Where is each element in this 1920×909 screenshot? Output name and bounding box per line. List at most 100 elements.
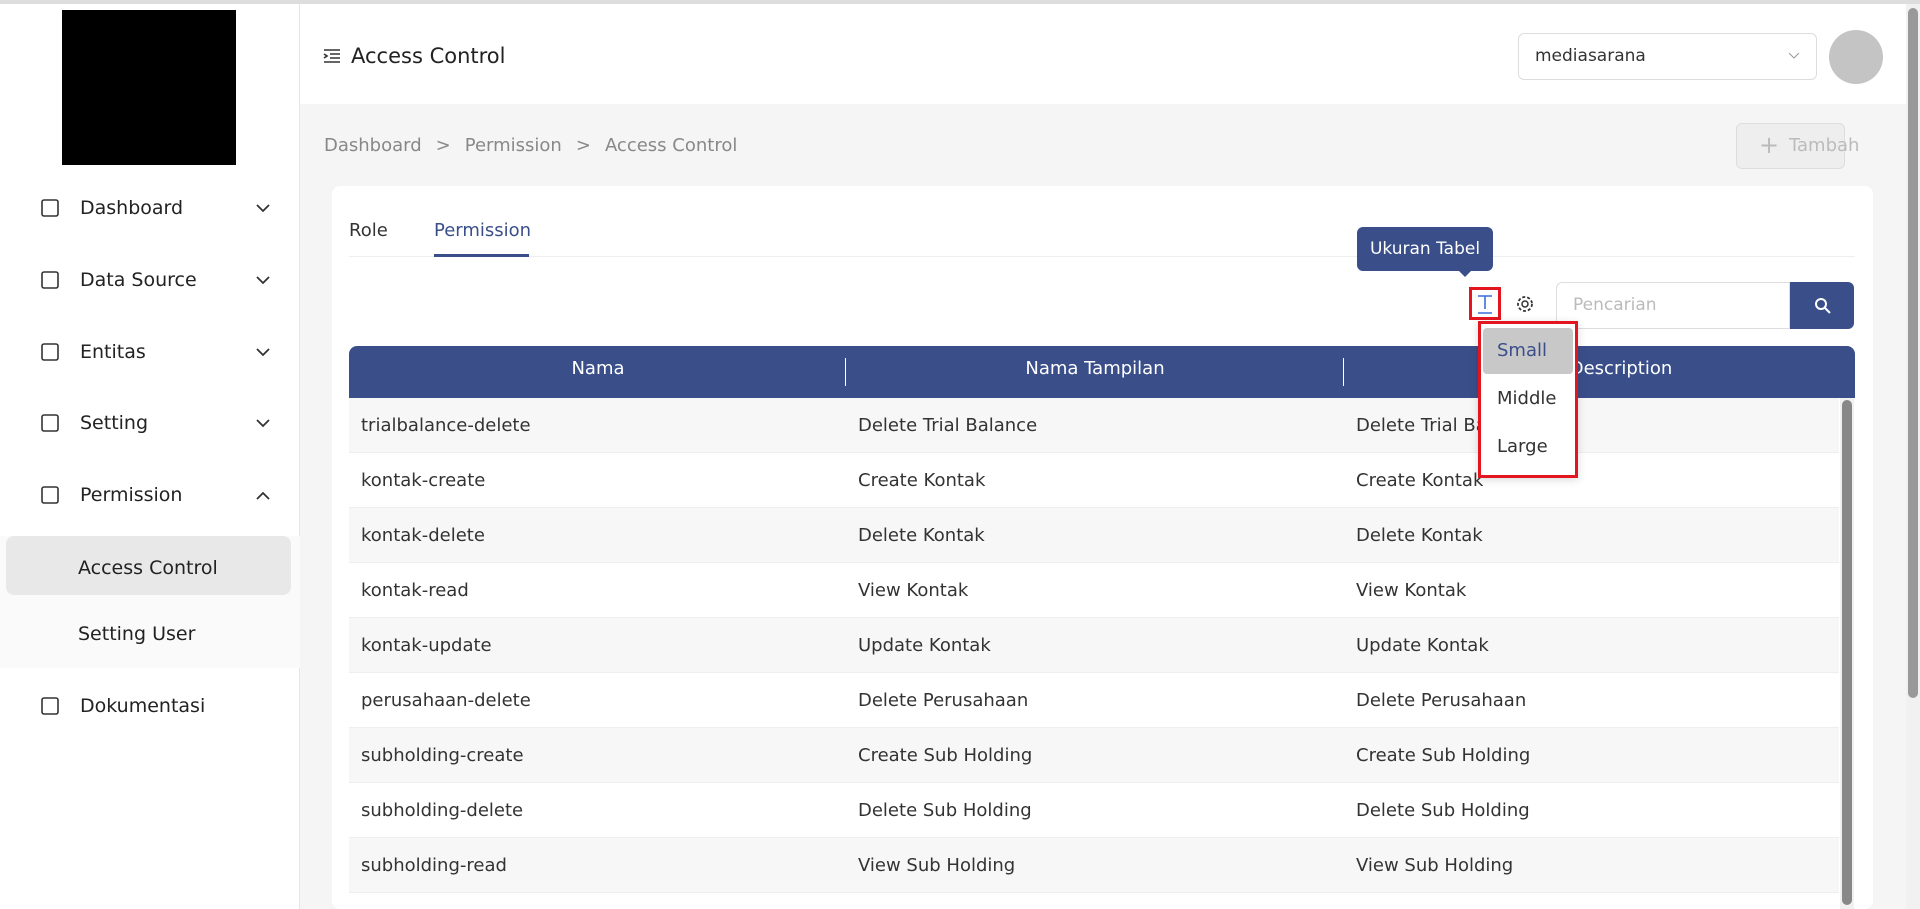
table-cell: Delete Perusahaan [858, 690, 1029, 711]
menu-label: Dashboard [80, 197, 184, 219]
menu-icon [41, 271, 59, 289]
tooltip-arrow [1458, 270, 1472, 284]
table-row: subholding-read View Sub Holding View Sub … [349, 838, 1839, 893]
page-title: Access Control [351, 44, 506, 68]
breadcrumb-item[interactable]: Access Control [604, 135, 738, 156]
table-cell: Delete Kontak [858, 525, 985, 546]
tab[interactable]: Role [349, 220, 388, 241]
table-cell: Update Kontak [1356, 635, 1489, 656]
company-name: mediasarana [1535, 46, 1646, 66]
table-cell: kontak-read [361, 580, 469, 601]
chevron [256, 491, 270, 500]
table-row: kontak-read View Kontak View Kontak [349, 563, 1839, 618]
column-header: Nama [571, 358, 625, 379]
table-cell: Create Kontak [1356, 470, 1484, 491]
table-scroll-thumb[interactable] [1842, 400, 1852, 905]
search-input[interactable]: Pencarian [1556, 282, 1790, 329]
chevron [256, 347, 270, 356]
table-cell: kontak-update [361, 635, 492, 656]
table-cell: subholding-delete [361, 800, 524, 821]
chevron [256, 418, 270, 427]
table-cell: Delete Sub Holding [1356, 800, 1530, 821]
menu-item[interactable]: Entitas [40, 341, 270, 363]
table-scroll-track [1840, 398, 1854, 909]
chevron [1788, 52, 1800, 59]
table-row: subholding-delete Delete Sub Holding Delet… [349, 783, 1839, 838]
size-button[interactable] [1469, 287, 1501, 320]
menu-icon [41, 486, 59, 504]
menu-icon [41, 697, 59, 715]
breadcrumb-item[interactable]: Permission [464, 135, 562, 156]
col-divider [845, 358, 846, 386]
table-cell: subholding-create [361, 745, 524, 766]
menu-icon[interactable] [323, 48, 341, 64]
table-cell: kontak-create [361, 470, 486, 491]
menu-item[interactable]: Permission [40, 484, 270, 506]
col-divider [1343, 358, 1344, 386]
selected-bg [1483, 328, 1573, 374]
card: Role Permission Ukuran Tabel Pencarian N… [332, 186, 1873, 909]
add-button[interactable]: + Tambah [1736, 123, 1859, 169]
menu-item[interactable]: Dashboard [40, 197, 270, 219]
search-button[interactable] [1790, 282, 1854, 329]
table-row: trialbalance-delete Delete Trial Balance D… [349, 398, 1839, 453]
menu-item[interactable]: Dokumentasi [40, 695, 270, 717]
logo [62, 10, 236, 165]
menu-label: Setting [80, 412, 149, 434]
menu-item[interactable]: Data Source [40, 269, 270, 291]
page-scroll-track [1906, 4, 1920, 909]
table-row: kontak-update Update Kontak Update Kontak [349, 618, 1839, 673]
size-dropdown: Small Middle Large [1478, 321, 1578, 478]
submenu-item[interactable]: Access Control [78, 557, 218, 579]
menu-icon [41, 343, 59, 361]
table-cell: subholding-read [361, 855, 507, 876]
page-scroll-thumb[interactable] [1908, 8, 1918, 698]
table-cell: Delete Trial Balance [858, 415, 1038, 436]
table-cell: Delete Kontak [1356, 525, 1483, 546]
breadcrumb-separator: > [575, 135, 591, 156]
table-cell: View Sub Holding [858, 855, 1016, 876]
submenu-item[interactable]: Setting User [78, 623, 196, 645]
table-cell: kontak-delete [361, 525, 485, 546]
menu-item[interactable]: Setting [40, 412, 270, 434]
column-header: Nama Tampilan [1025, 358, 1165, 379]
table-header: Nama Nama Tampilan Description [349, 346, 1855, 398]
size-option[interactable]: Small [1497, 340, 1547, 361]
table-cell: Delete Sub Holding [858, 800, 1032, 821]
breadcrumb: Dashboard > Permission > Access Control [324, 135, 737, 156]
company-select[interactable]: mediasarana [1518, 33, 1817, 80]
breadcrumb-separator: > [435, 135, 451, 156]
table-cell: Create Sub Holding [858, 745, 1033, 766]
table-cell: View Sub Holding [1356, 855, 1514, 876]
table-cell: trialbalance-delete [361, 415, 531, 436]
size-icon [1478, 295, 1492, 314]
tooltip: Ukuran Tabel [1357, 227, 1493, 271]
tab-divider [349, 256, 1855, 257]
table-row: perusahaan-delete Delete Perusahaan Delete… [349, 673, 1839, 728]
table-row: kontak-create Create Kontak Create Kontak [349, 453, 1839, 508]
chevron [256, 275, 270, 284]
tab-active[interactable]: Permission [434, 220, 532, 241]
table-cell: Create Kontak [858, 470, 986, 491]
header: Access Control mediasarana [300, 4, 1906, 104]
table-cell: View Kontak [1356, 580, 1467, 601]
size-option[interactable]: Middle [1497, 388, 1557, 409]
table-cell: Update Kontak [858, 635, 991, 656]
menu-label: Permission [80, 484, 183, 506]
chevron [256, 203, 270, 212]
menu-label: Data Source [80, 269, 197, 291]
sidebar: Dashboard Data Source Entitas Setting Permis… [0, 4, 300, 909]
table-cell: Create Sub Holding [1356, 745, 1531, 766]
menu-label: Dokumentasi [80, 695, 206, 717]
active-item[interactable] [6, 536, 291, 595]
plus: + [1759, 131, 1780, 159]
breadcrumb-item[interactable]: Dashboard [324, 135, 422, 156]
menu-icon [41, 199, 59, 217]
table-row: kontak-delete Delete Kontak Delete Kontak [349, 508, 1839, 563]
table-cell: perusahaan-delete [361, 690, 531, 711]
settings-icon[interactable] [1515, 294, 1535, 314]
avatar[interactable] [1829, 30, 1883, 84]
size-option[interactable]: Large [1497, 436, 1548, 457]
search-icon [1815, 298, 1831, 314]
